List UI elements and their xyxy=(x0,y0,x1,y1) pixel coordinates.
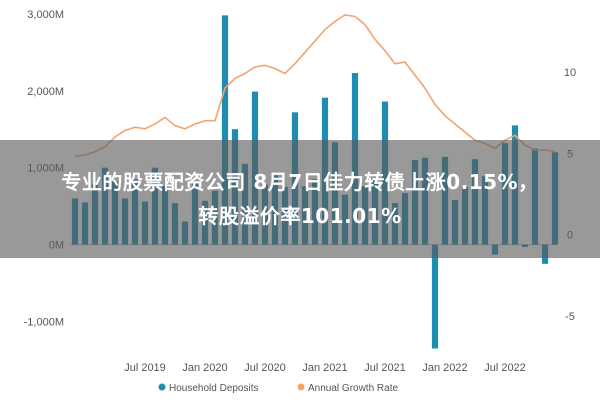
x-tick-label: Jul 2021 xyxy=(364,362,406,374)
x-axis-ticks: Jul 2019 Jan 2020 Jul 2020 Jan 2021 Jul 2021… xyxy=(124,362,526,374)
headline-banner: 专业的股票配资公司 8月7日佳力转债上涨0.15%， 转股溢价率101.01% xyxy=(0,140,600,258)
x-tick-label: Jul 2019 xyxy=(124,362,166,374)
right-tick-label: -5 xyxy=(565,311,575,323)
legend-label-annual-growth-rate: Annual Growth Rate xyxy=(308,383,398,394)
x-tick-label: Jan 2021 xyxy=(302,362,347,374)
annual-growth-rate-polyline xyxy=(74,14,556,158)
left-tick-label: 3,000M xyxy=(27,9,64,21)
legend: Household Deposits Annual Growth Rate xyxy=(158,383,398,394)
x-tick-label: Jul 2020 xyxy=(244,362,286,374)
household-deposits-bar xyxy=(221,15,229,245)
x-tick-label: Jan 2020 xyxy=(182,362,227,374)
legend-marker-household-deposits xyxy=(158,383,166,391)
x-tick-label: Jul 2022 xyxy=(484,362,526,374)
legend-label-household-deposits: Household Deposits xyxy=(169,383,259,394)
x-tick-label: Jan 2022 xyxy=(422,362,467,374)
legend-marker-annual-growth-rate xyxy=(297,383,305,391)
left-tick-label: 2,000M xyxy=(27,86,64,98)
left-tick-label: -1,000M xyxy=(24,317,64,329)
headline-line-2: 转股溢价率101.01% xyxy=(198,204,402,228)
right-tick-label: 10 xyxy=(564,67,576,79)
headline-line-1: 专业的股票配资公司 8月7日佳力转债上涨0.15%， xyxy=(61,170,539,194)
annual-growth-rate-line xyxy=(74,14,556,158)
household-deposits-bar xyxy=(431,244,439,349)
